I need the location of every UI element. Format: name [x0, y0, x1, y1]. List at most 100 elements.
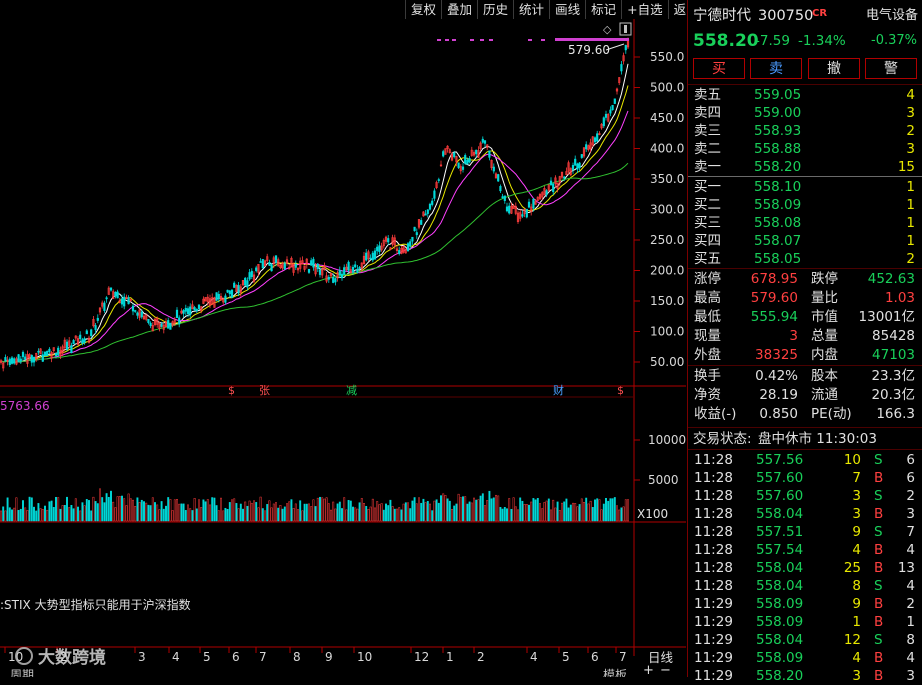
zoom-in-button[interactable]: +	[643, 663, 654, 677]
asks-volume: 15	[897, 159, 915, 175]
tick-row[interactable]: 11:29 558.20 3 B 3	[694, 668, 915, 684]
bids-label: 买一	[694, 179, 721, 195]
stock-header: 宁德时代 300750 CR 电气设备	[688, 6, 922, 26]
toolbar-drawing-button[interactable]: 画线	[549, 0, 585, 19]
tick-row[interactable]: 11:29 558.04 12 S 8	[694, 632, 915, 648]
tick-row[interactable]: 11:28 558.04 25 B 13	[694, 560, 915, 576]
moving-average-lines	[0, 63, 629, 364]
sector-name[interactable]: 电气设备	[866, 8, 919, 23]
bids-volume: 2	[906, 251, 915, 267]
month-label: 2	[60, 650, 68, 664]
month-label: 4	[172, 650, 180, 664]
fundamental-row: 收益(-) 0.850 PE(动) 166.3	[694, 406, 915, 422]
tick-row[interactable]: 11:28 557.60 7 B 6	[694, 470, 915, 486]
toolbar-history-button[interactable]: 历史	[477, 0, 513, 19]
bids-volume: 1	[906, 179, 915, 195]
quote-panel: 宁德时代 300750 CR 电气设备 558.20 -7.59 -1.34% …	[687, 0, 922, 684]
price-high-label: 579.60	[568, 43, 610, 57]
tick-row[interactable]: 11:29 558.09 9 B 2	[694, 596, 915, 612]
bids-row[interactable]: 买四 558.07 1	[688, 232, 922, 250]
asks-row[interactable]: 卖四 559.00 3	[688, 104, 922, 122]
price-tick-label: 50.00	[650, 355, 684, 369]
tick-row[interactable]: 11:29 558.09 1 B 1	[694, 614, 915, 630]
stat-row: 外盘 38325 内盘 47103	[694, 347, 915, 363]
price-change-pct: -1.34%	[798, 33, 846, 49]
month-label: 7	[619, 650, 627, 664]
price-tick-label: 200.0	[650, 264, 684, 278]
asks-row[interactable]: 卖三 558.93 2	[688, 122, 922, 140]
month-axis: 10 2 3 4 5 6 7 8 9 10 12 1 2 4 5 6 7	[4, 647, 627, 664]
month-label: 3	[138, 650, 146, 664]
asks-row[interactable]: 卖五 559.05 4	[688, 86, 922, 104]
month-label: 10	[357, 650, 372, 664]
asks-row[interactable]: 卖一 558.20 15	[688, 158, 922, 176]
bids-volume: 1	[906, 197, 915, 213]
tick-row[interactable]: 11:28 558.04 8 S 4	[694, 578, 915, 594]
month-label: 9	[325, 650, 333, 664]
tick-row[interactable]: 11:28 557.51 9 S 7	[694, 524, 915, 540]
asks-volume: 3	[906, 141, 915, 157]
toolbar-marking-button[interactable]: 标记	[585, 0, 621, 19]
price-tick-label: 300.0	[650, 203, 684, 217]
asks-price: 559.00	[754, 105, 802, 121]
volume-axis: 10000 5000	[634, 433, 686, 487]
sell-button[interactable]: 卖	[750, 58, 802, 79]
period-daily-button[interactable]: 日线	[648, 650, 674, 665]
chart-corner-icons[interactable]: ◇	[603, 22, 632, 36]
fundamental-row: 换手 0.42% 股本 23.3亿	[694, 368, 915, 384]
month-label: 12	[414, 650, 429, 664]
bids-row[interactable]: 买二 558.09 1	[688, 196, 922, 214]
price-tick-label: 350.0	[650, 172, 684, 186]
bids-price: 558.05	[754, 251, 802, 267]
stat-row: 最低 555.94 市值 13001亿	[694, 309, 915, 325]
template-tab[interactable]: 模板	[603, 668, 627, 677]
toolbar-restore-rights-button[interactable]: 复权	[405, 0, 441, 19]
bids-row[interactable]: 买三 558.08 1	[688, 214, 922, 232]
event-marker: 减	[346, 384, 357, 397]
asks-price: 558.93	[754, 123, 802, 139]
event-marker: $	[228, 384, 235, 397]
watermark: 大数跨境	[15, 647, 106, 668]
kline-chart[interactable]: 550.0 500.0 450.0 400.0 350.0 300.0 250.0 200.0…	[0, 19, 686, 677]
bids-label: 买四	[694, 233, 721, 249]
zoom-out-button[interactable]: −	[660, 663, 671, 677]
price-tick-label: 400.0	[650, 142, 684, 156]
price-tick-label: 250.0	[650, 233, 684, 247]
range-markers	[437, 38, 629, 41]
toolbar-add-watchlist-button[interactable]: +自选	[621, 0, 667, 19]
stock-name: 宁德时代	[693, 8, 751, 24]
last-price: 558.20	[693, 31, 759, 51]
alert-button[interactable]: 警	[865, 58, 917, 79]
toolbar-statistics-button[interactable]: 统计	[513, 0, 549, 19]
stock-code: 300750	[758, 8, 814, 24]
tick-row[interactable]: 11:28 557.60 3 S 2	[694, 488, 915, 504]
bids-label: 买五	[694, 251, 721, 267]
month-label: 1	[446, 650, 454, 664]
buy-button[interactable]: 买	[693, 58, 745, 79]
svg-text:◇: ◇	[603, 23, 612, 36]
asks-row[interactable]: 卖二 558.88 3	[688, 140, 922, 158]
toolbar-overlay-button[interactable]: 叠加	[441, 0, 477, 19]
bids-row[interactable]: 买一 558.10 1	[688, 178, 922, 196]
bids-row[interactable]: 买五 558.05 2	[688, 250, 922, 268]
candlesticks	[0, 37, 630, 372]
tick-row[interactable]: 11:28 557.54 4 B 4	[694, 542, 915, 558]
asks-label: 卖一	[694, 159, 721, 175]
month-label: 8	[293, 650, 301, 664]
bids-volume: 1	[906, 215, 915, 231]
month-label: 2	[477, 650, 485, 664]
tick-row[interactable]: 11:28 558.04 3 B 3	[694, 506, 915, 522]
asks-label: 卖二	[694, 141, 721, 157]
cancel-order-button[interactable]: 撤	[808, 58, 860, 79]
price-tick-label: 550.0	[650, 50, 684, 64]
asks-volume: 2	[906, 123, 915, 139]
tick-row[interactable]: 11:29 558.09 4 B 4	[694, 650, 915, 666]
cr-badge: CR	[812, 8, 828, 19]
bids-price: 558.09	[754, 197, 802, 213]
fundamental-row: 净资 28.19 流通 20.3亿	[694, 387, 915, 403]
tick-row[interactable]: 11:28 557.56 10 S 6	[694, 452, 915, 468]
stat-row: 最高 579.60 量比 1.03	[694, 290, 915, 306]
price-tick-label: 150.0	[650, 294, 684, 308]
period-tab[interactable]: 周期	[10, 668, 34, 677]
